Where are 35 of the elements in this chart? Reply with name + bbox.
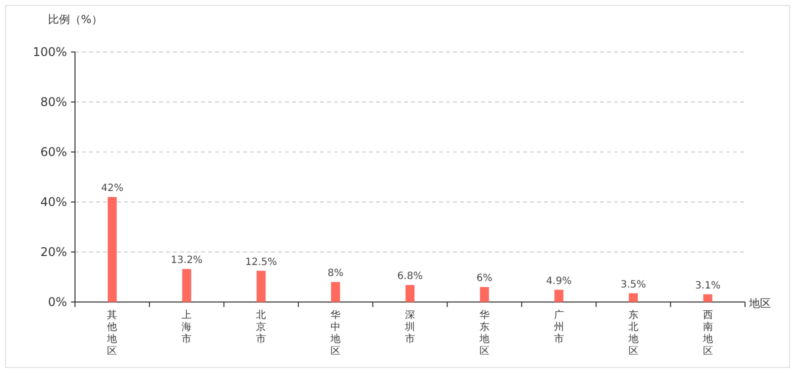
y-tick-label: 40% [40, 195, 67, 209]
x-axis-title: 地区 [748, 297, 771, 310]
bar [406, 285, 414, 302]
x-tick-label: 广州市 [554, 309, 564, 345]
x-tick-label: 西南地区 [702, 310, 713, 357]
x-tick-label: 华东地区 [478, 309, 490, 357]
data-label: 3.1% [695, 280, 720, 292]
bar [628, 293, 638, 302]
data-label: 6.8% [397, 271, 423, 282]
data-label: 12.5% [245, 256, 277, 268]
y-tick-label: 100% [32, 45, 67, 59]
y-tick-label: 80% [40, 95, 67, 109]
bar [480, 287, 489, 302]
bar [331, 282, 340, 302]
data-label: 13.2% [170, 255, 203, 266]
data-label: 42% [101, 183, 124, 194]
bar [256, 270, 266, 302]
y-tick-label: 0% [48, 295, 67, 309]
x-tick-label: 上海市 [182, 309, 192, 345]
data-label: 6% [476, 273, 492, 284]
y-tick-label: 60% [40, 145, 67, 159]
data-label: 4.9% [546, 276, 572, 287]
bar [108, 197, 117, 302]
y-tick-label: 20% [40, 245, 67, 259]
x-tick-label: 深圳市 [404, 309, 415, 345]
y-axis-title: 比例（%） [48, 13, 102, 26]
x-tick-label: 东北地区 [627, 309, 638, 357]
bar [703, 294, 712, 302]
data-label: 8% [328, 268, 344, 279]
x-tick-label: 华中地区 [330, 309, 341, 357]
data-label: 3.5% [620, 279, 646, 290]
bar [182, 269, 192, 302]
x-tick-label: 北京市 [256, 309, 266, 345]
bar [554, 290, 564, 302]
x-tick-label: 其他地区 [106, 309, 118, 357]
